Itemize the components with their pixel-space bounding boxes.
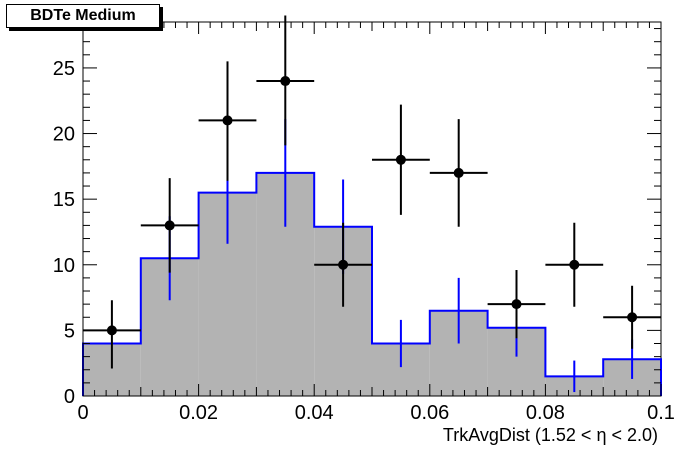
y-tick-label: 20 (53, 124, 75, 146)
y-tick-label: 10 (53, 255, 75, 277)
y-tick-label: 15 (53, 189, 75, 211)
x-tick-label: 0.02 (179, 402, 218, 424)
y-tick-label: 0 (64, 386, 75, 408)
x-tick-label: 0.1 (647, 402, 675, 424)
data-point (395, 154, 406, 165)
data-point (164, 220, 175, 231)
x-axis-title: TrkAvgDist (1.52 < η < 2.0) (443, 425, 658, 445)
axes-layer (82, 22, 662, 397)
x-tick-label: 0.08 (526, 402, 565, 424)
data-point (222, 115, 233, 126)
data-point (338, 259, 349, 270)
data-points-layer (83, 15, 661, 369)
y-tick-label: 25 (53, 58, 75, 80)
data-point (627, 312, 638, 323)
x-tick-label: 0 (77, 402, 88, 424)
x-tick-label: 0.06 (410, 402, 449, 424)
chart-title: BDTe Medium (6, 4, 160, 28)
data-point (280, 76, 291, 87)
data-point (569, 259, 580, 270)
histogram-layer (82, 119, 662, 396)
data-point (511, 299, 522, 310)
x-tick-label: 0.04 (295, 402, 334, 424)
y-tick-label: 5 (64, 320, 75, 342)
tick-labels-layer: 0 0.02 0.04 0.06 0.08 0.1 0 5 10 15 20 25 (53, 58, 675, 424)
data-point (106, 325, 117, 336)
data-point (453, 167, 464, 178)
